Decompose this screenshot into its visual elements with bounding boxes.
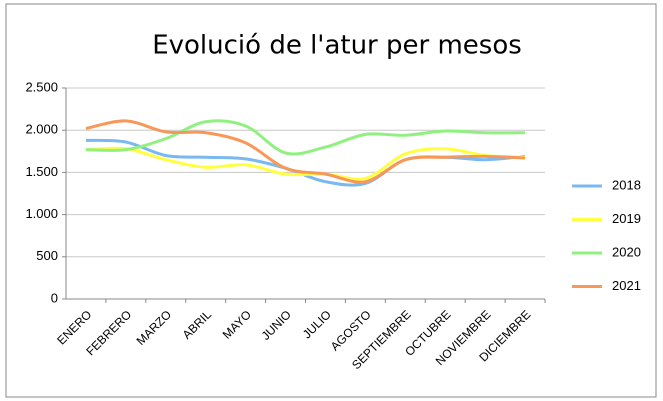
legend-label: 2019 [612, 211, 641, 226]
y-tick-label: 2.000 [25, 122, 58, 137]
legend-label: 2020 [612, 244, 641, 259]
chart-title: Evolució de l'atur per mesos [152, 31, 522, 61]
y-tick-label: 1.500 [25, 164, 58, 179]
series-line [85, 119, 526, 184]
y-tick-label: 2.500 [25, 79, 58, 94]
legend-label: 2018 [612, 177, 641, 192]
series-line [85, 146, 526, 181]
y-tick-label: 500 [36, 248, 58, 263]
y-tick-label: 0 [51, 290, 58, 305]
chart-border [5, 3, 657, 398]
legend-label: 2021 [612, 278, 641, 293]
y-tick-label: 1.000 [25, 206, 58, 221]
series-line [85, 119, 526, 156]
